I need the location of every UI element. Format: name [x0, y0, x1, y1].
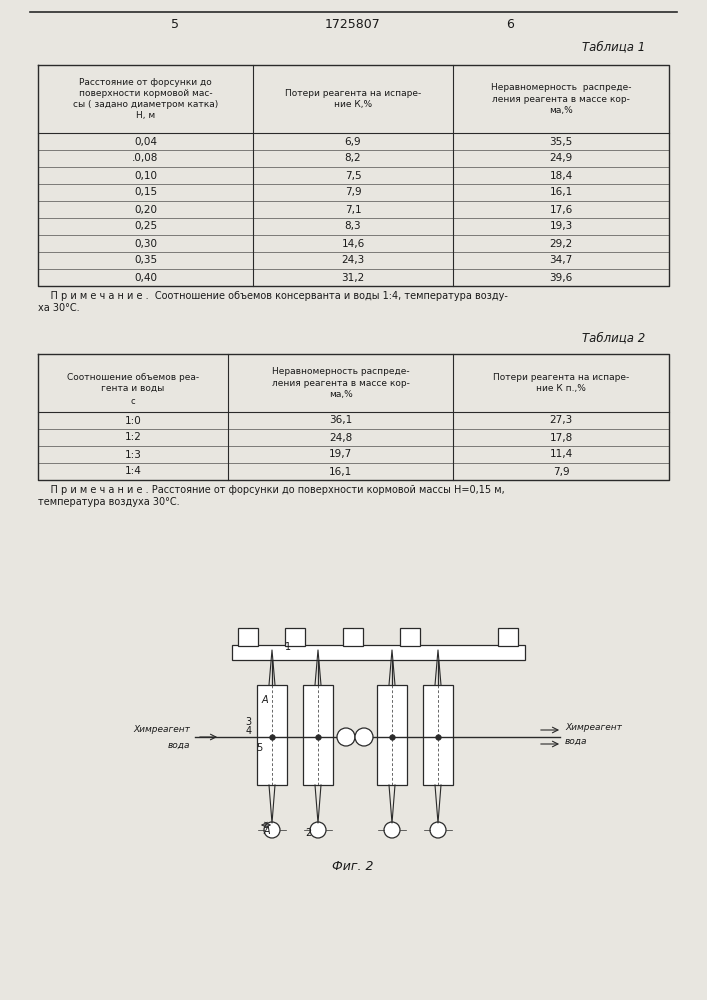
Text: 1:4: 1:4: [124, 466, 141, 477]
Text: 0,25: 0,25: [134, 222, 157, 232]
Text: 34,7: 34,7: [549, 255, 573, 265]
Text: 6: 6: [506, 18, 514, 31]
Circle shape: [337, 728, 355, 746]
Bar: [400, 628, 420, 646]
Text: 1:0: 1:0: [124, 416, 141, 426]
Text: 1:2: 1:2: [124, 432, 141, 442]
Text: Неравномерность распреде-
ления реагента в массе кор-
ма,%: Неравномерность распреде- ления реагента…: [271, 367, 409, 399]
Text: 17,6: 17,6: [549, 205, 573, 215]
Text: 8,3: 8,3: [345, 222, 361, 232]
Text: A: A: [264, 826, 270, 836]
Text: 8,2: 8,2: [345, 153, 361, 163]
Circle shape: [264, 822, 280, 838]
Text: 7,9: 7,9: [345, 188, 361, 198]
Text: 11,4: 11,4: [549, 450, 573, 460]
Text: 0,40: 0,40: [134, 272, 157, 282]
Text: Химреагент: Химреагент: [133, 724, 190, 734]
Text: 16,1: 16,1: [549, 188, 573, 198]
Text: П р и м е ч а н и е .  Соотношение объемов консерванта и воды 1:4, температура в: П р и м е ч а н и е . Соотношение объемо…: [38, 291, 508, 301]
Text: 17,8: 17,8: [549, 432, 573, 442]
Text: .0,08: .0,08: [132, 153, 158, 163]
Text: Расстояние от форсунки до
поверхности кормовой мас-
сы ( задано диаметром катка): Расстояние от форсунки до поверхности ко…: [73, 78, 218, 120]
Text: 29,2: 29,2: [549, 238, 573, 248]
Text: A: A: [262, 695, 268, 705]
Text: 36,1: 36,1: [329, 416, 352, 426]
Text: 27,3: 27,3: [549, 416, 573, 426]
Text: 24,8: 24,8: [329, 432, 352, 442]
Text: 0,15: 0,15: [134, 188, 157, 198]
Circle shape: [310, 822, 326, 838]
Text: 24,3: 24,3: [341, 255, 365, 265]
Circle shape: [430, 822, 446, 838]
Text: 19,7: 19,7: [329, 450, 352, 460]
Text: 1:3: 1:3: [124, 450, 141, 460]
Text: 0,35: 0,35: [134, 255, 157, 265]
Text: 2: 2: [305, 828, 311, 838]
Text: Потери реагента на испаре-
ние К п.,%: Потери реагента на испаре- ние К п.,%: [493, 373, 629, 393]
Text: П р и м е ч а н и е . Расстояние от форсунки до поверхности кормовой массы Н=0,1: П р и м е ч а н и е . Расстояние от форс…: [38, 485, 505, 495]
Circle shape: [384, 822, 400, 838]
Text: 31,2: 31,2: [341, 272, 365, 282]
Text: 0,04: 0,04: [134, 136, 157, 146]
Circle shape: [355, 728, 373, 746]
Text: 5: 5: [171, 18, 179, 31]
Bar: [498, 628, 518, 646]
Text: Таблица 1: Таблица 1: [582, 40, 645, 53]
Text: 0,30: 0,30: [134, 238, 157, 248]
Bar: [343, 628, 363, 646]
Text: 7,1: 7,1: [345, 205, 361, 215]
Text: 1: 1: [285, 642, 291, 652]
Bar: [257, 685, 287, 785]
Text: 1725807: 1725807: [325, 18, 381, 31]
Text: 14,6: 14,6: [341, 238, 365, 248]
Text: Таблица 2: Таблица 2: [582, 332, 645, 344]
Text: 0,20: 0,20: [134, 205, 157, 215]
Bar: [232, 645, 525, 660]
Bar: [285, 628, 305, 646]
Text: Соотношение объемов реа-
гента и воды: Соотношение объемов реа- гента и воды: [67, 373, 199, 393]
Text: Потери реагента на испаре-
ние К,%: Потери реагента на испаре- ние К,%: [285, 89, 421, 109]
Bar: [303, 685, 333, 785]
Text: 16,1: 16,1: [329, 466, 352, 477]
Bar: [423, 685, 453, 785]
Text: 3: 3: [245, 717, 251, 727]
Text: 7,5: 7,5: [345, 170, 361, 180]
Text: Неравномерность  распреде-
ления реагента в массе кор-
ма,%: Неравномерность распреде- ления реагента…: [491, 83, 631, 115]
Text: 7,9: 7,9: [553, 466, 569, 477]
Text: ха 30°С.: ха 30°С.: [38, 303, 80, 313]
Text: вода: вода: [168, 740, 190, 750]
Text: 5: 5: [256, 743, 262, 753]
Text: 0,10: 0,10: [134, 170, 157, 180]
Text: с: с: [131, 397, 135, 406]
Text: 4: 4: [246, 726, 252, 736]
Text: 19,3: 19,3: [549, 222, 573, 232]
Text: температура воздуха 30°С.: температура воздуха 30°С.: [38, 497, 180, 507]
Bar: [377, 685, 407, 785]
Text: 18,4: 18,4: [549, 170, 573, 180]
Text: вода: вода: [565, 736, 588, 746]
Text: Фиг. 2: Фиг. 2: [332, 860, 374, 874]
Text: Химреагент: Химреагент: [565, 722, 622, 732]
Text: 24,9: 24,9: [549, 153, 573, 163]
Text: 39,6: 39,6: [549, 272, 573, 282]
Text: 6,9: 6,9: [345, 136, 361, 146]
Bar: [238, 628, 258, 646]
Text: 35,5: 35,5: [549, 136, 573, 146]
